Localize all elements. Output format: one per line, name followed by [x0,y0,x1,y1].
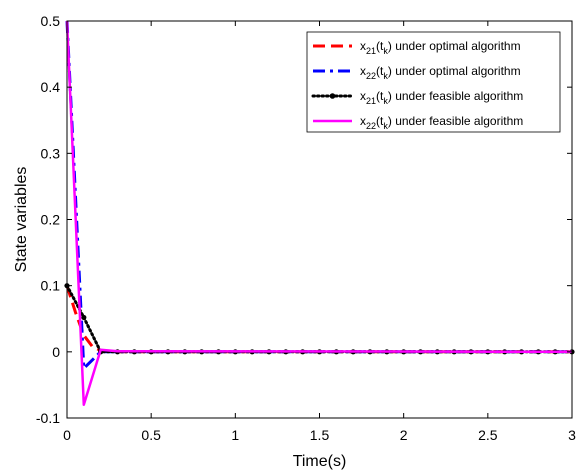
ticks-layer: 0 0.5 1 1.5 2 2.5 3-0.100.10.20.30.40.5 [36,13,576,443]
legend-label-4: x22(tk) under feasible algorithm [360,114,523,131]
x-tick-label: 2 [400,427,408,443]
legend: x21(tk) under optimal algorithm x22(tk) u… [306,31,561,133]
legend-label-1: x21(tk) under optimal algorithm [360,39,521,56]
y-tick-label: 0 [52,344,60,360]
x-tick-label: 1 [231,427,239,443]
x-tick-label: 2.5 [478,427,498,443]
y-tick-label: 0.1 [41,278,61,294]
y-tick-label: 0.3 [41,145,61,161]
x-tick-label: 0 [63,427,71,443]
y-tick-label: -0.1 [36,410,60,426]
y-tick-label: 0.5 [41,13,61,29]
x-axis-title: Time(s) [293,453,347,470]
legend-box [306,31,561,133]
x-tick-label: 1.5 [310,427,330,443]
legend-label-3: x21(tk) under feasible algorithm [360,89,523,106]
series-line-4 [65,20,573,407]
series-marker [81,314,87,321]
y-tick-label: 0.4 [41,79,61,95]
x-tick-label: 0.5 [141,427,161,443]
legend-label-2: x22(tk) under optimal algorithm [360,64,521,81]
y-tick-label: 0.2 [41,212,61,228]
y-axis-title: State variables [13,167,30,273]
series-layer [64,20,575,407]
legend-marker [329,93,336,99]
x-tick-label: 3 [568,427,576,443]
